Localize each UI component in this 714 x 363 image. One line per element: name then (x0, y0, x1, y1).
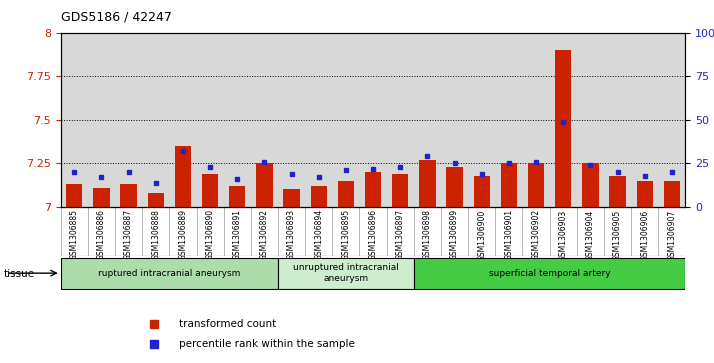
Text: GSM1306906: GSM1306906 (640, 209, 649, 261)
Text: GSM1306885: GSM1306885 (70, 209, 79, 260)
Bar (473, 176, 490, 207)
Bar (414, 258, 685, 289)
Text: GDS5186 / 42247: GDS5186 / 42247 (61, 11, 171, 24)
Bar (229, 186, 246, 207)
Text: GSM1306892: GSM1306892 (260, 209, 269, 260)
Text: GSM1306907: GSM1306907 (668, 209, 676, 261)
Bar (202, 174, 218, 207)
Text: unruptured intracranial
aneurysm: unruptured intracranial aneurysm (293, 264, 399, 283)
Bar (256, 163, 273, 207)
Bar (637, 181, 653, 207)
Text: GSM1306887: GSM1306887 (124, 209, 133, 260)
Bar (446, 167, 463, 207)
Bar (501, 163, 517, 207)
Text: GSM1306896: GSM1306896 (368, 209, 378, 261)
Bar (283, 189, 300, 207)
Text: tissue: tissue (4, 269, 35, 279)
Text: GSM1306895: GSM1306895 (341, 209, 351, 261)
Bar (664, 181, 680, 207)
Bar (609, 176, 625, 207)
Bar (392, 174, 408, 207)
Text: GSM1306897: GSM1306897 (396, 209, 405, 261)
Bar (528, 163, 544, 207)
Text: GSM1306894: GSM1306894 (314, 209, 323, 261)
Bar (365, 172, 381, 207)
Text: superficial temporal artery: superficial temporal artery (489, 269, 610, 278)
Bar (148, 193, 164, 207)
Bar (66, 184, 82, 207)
Bar (419, 160, 436, 207)
Text: GSM1306886: GSM1306886 (97, 209, 106, 260)
Bar (582, 163, 598, 207)
Bar (94, 188, 109, 207)
Bar (338, 181, 354, 207)
Text: GSM1306901: GSM1306901 (504, 209, 513, 261)
Text: GSM1306903: GSM1306903 (559, 209, 568, 261)
Bar (278, 258, 414, 289)
Text: ruptured intracranial aneurysm: ruptured intracranial aneurysm (98, 269, 241, 278)
Text: GSM1306899: GSM1306899 (450, 209, 459, 261)
Text: transformed count: transformed count (179, 319, 276, 329)
Bar (555, 50, 571, 207)
Text: GSM1306890: GSM1306890 (206, 209, 215, 261)
Text: GSM1306888: GSM1306888 (151, 209, 160, 260)
Text: GSM1306902: GSM1306902 (531, 209, 540, 261)
Text: GSM1306893: GSM1306893 (287, 209, 296, 261)
Text: GSM1306904: GSM1306904 (586, 209, 595, 261)
Text: GSM1306891: GSM1306891 (233, 209, 242, 260)
Bar (311, 186, 327, 207)
Bar (61, 258, 278, 289)
Bar (175, 146, 191, 207)
Text: GSM1306889: GSM1306889 (178, 209, 187, 260)
Text: GSM1306898: GSM1306898 (423, 209, 432, 260)
Text: GSM1306905: GSM1306905 (613, 209, 622, 261)
Text: GSM1306900: GSM1306900 (477, 209, 486, 261)
Bar (121, 184, 137, 207)
Text: percentile rank within the sample: percentile rank within the sample (179, 339, 356, 348)
